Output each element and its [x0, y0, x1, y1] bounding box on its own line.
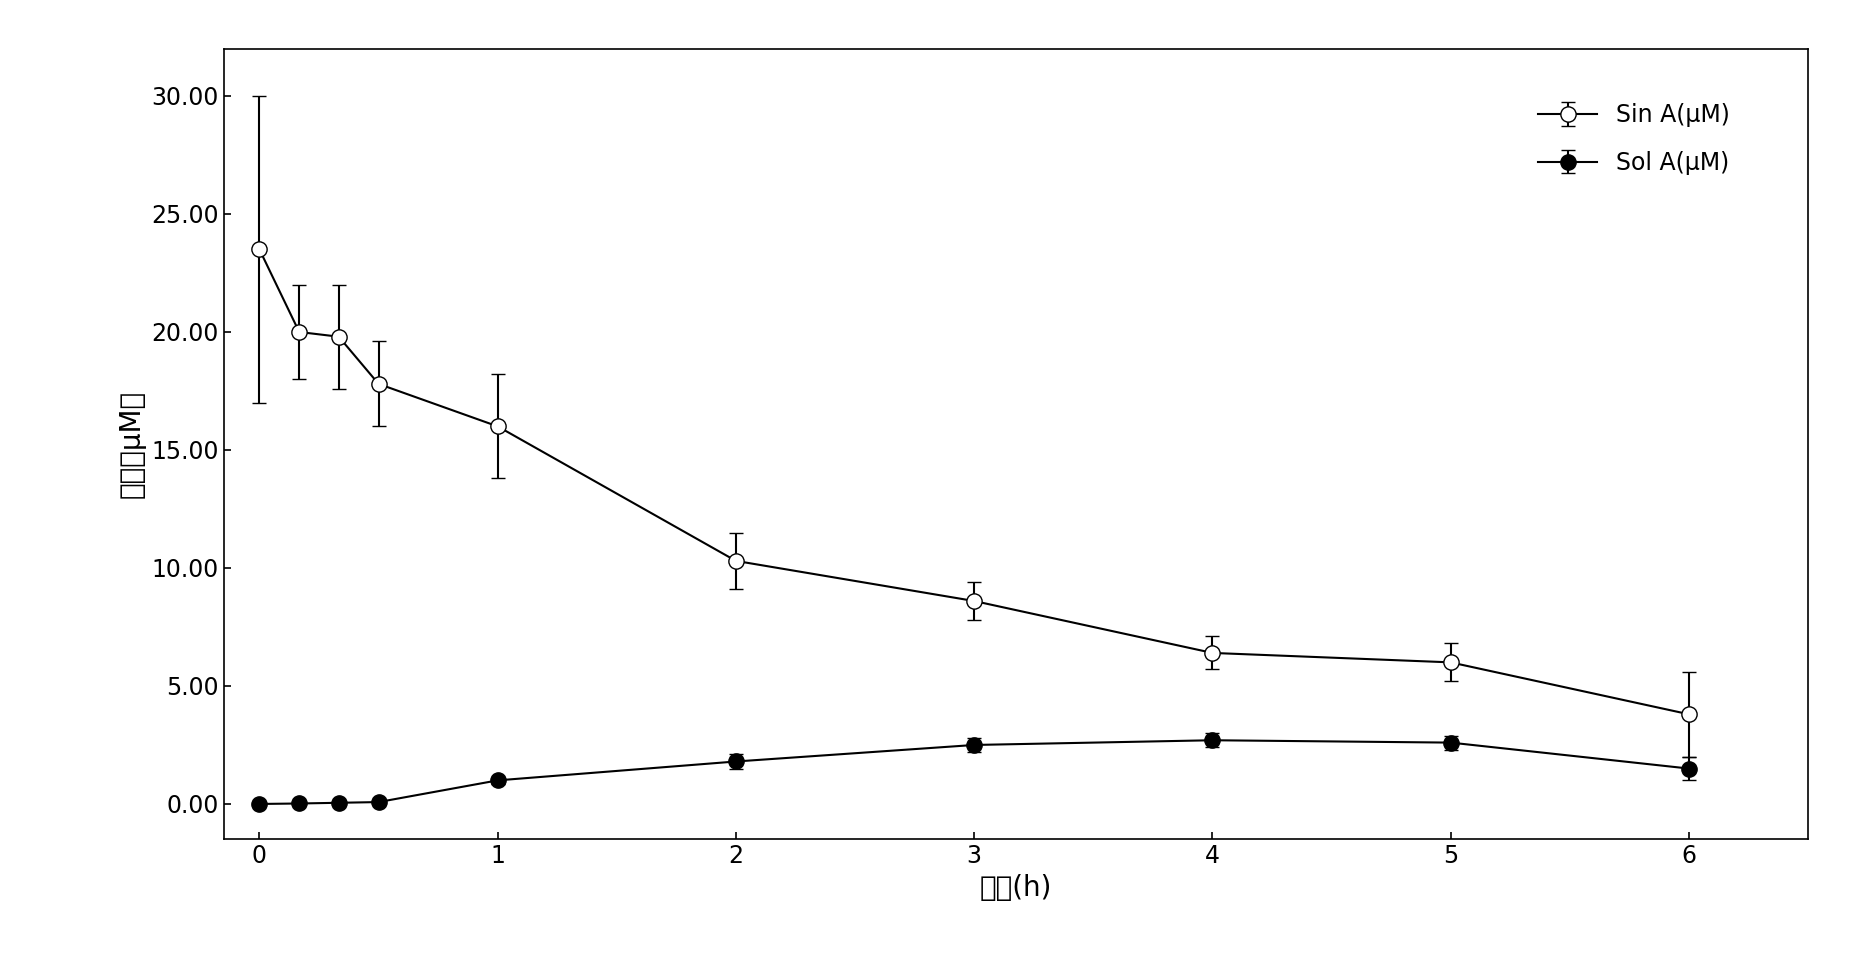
Legend: Sin A(μM), Sol A(μM): Sin A(μM), Sol A(μM) — [1519, 84, 1748, 193]
X-axis label: 时间(h): 时间(h) — [980, 874, 1051, 902]
Y-axis label: 浓度（μM）: 浓度（μM） — [117, 390, 145, 498]
